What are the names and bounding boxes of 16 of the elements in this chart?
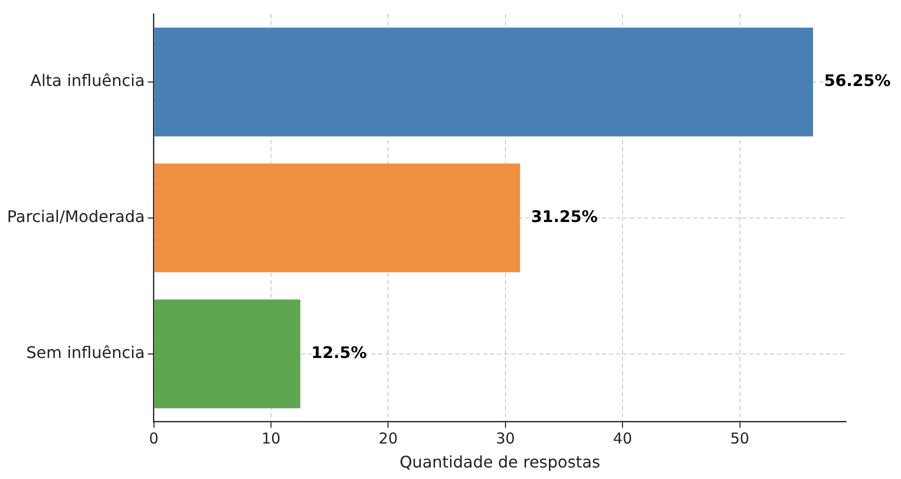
x-axis-title: Quantidade de respostas <box>400 452 600 472</box>
bar <box>154 164 520 272</box>
data-label: 31.25% <box>531 207 598 226</box>
y-tick-label: Alta influência <box>30 71 145 90</box>
x-tick-label: 20 <box>378 430 398 448</box>
y-tick-label: Parcial/Moderada <box>7 207 145 226</box>
data-label: 56.25% <box>824 71 891 90</box>
x-tick-label: 40 <box>613 430 632 448</box>
x-tick-label: 10 <box>261 430 281 448</box>
data-label: 12.5% <box>311 342 367 362</box>
x-tick-label: 50 <box>730 430 750 448</box>
x-tick-label: 30 <box>496 430 515 448</box>
bar <box>154 299 300 408</box>
y-tick-label: Sem influência <box>26 342 145 362</box>
x-tick-label: 0 <box>149 430 159 448</box>
bar <box>154 28 814 136</box>
